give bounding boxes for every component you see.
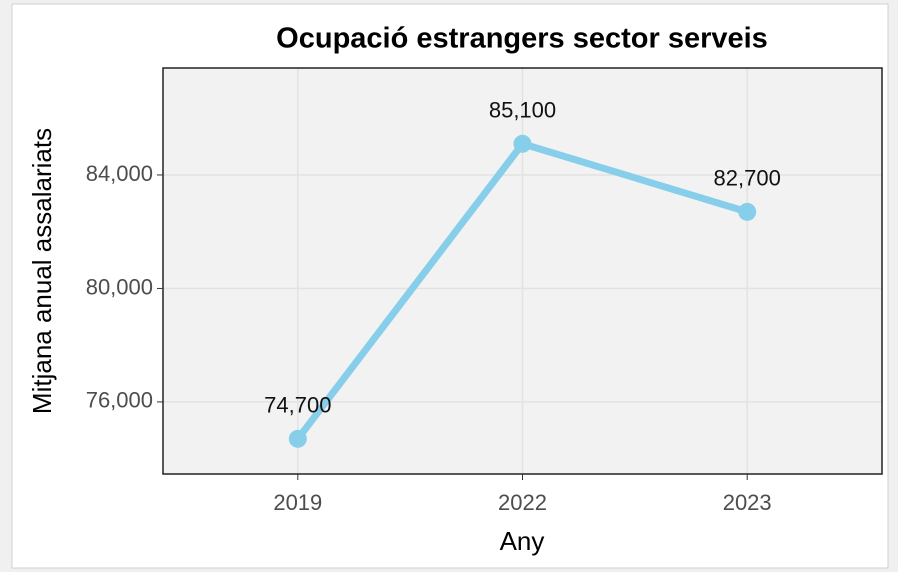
y-tick-label: 84,000 xyxy=(86,161,153,186)
x-tick-label: 2019 xyxy=(273,490,322,515)
data-label: 74,700 xyxy=(264,393,331,418)
point xyxy=(738,202,757,221)
y-tick-label: 80,000 xyxy=(86,274,153,299)
data-label: 85,100 xyxy=(489,98,556,123)
x-tick-label: 2023 xyxy=(723,490,772,515)
x-tick-label: 2022 xyxy=(498,490,547,515)
y-axis-label: Mitjana anual assalariats xyxy=(27,128,57,414)
chart-title: Ocupació estrangers sector serveis xyxy=(276,23,768,55)
x-axis-label: Any xyxy=(500,526,545,556)
y-tick-label: 76,000 xyxy=(86,388,153,413)
point xyxy=(288,429,307,448)
point xyxy=(513,134,532,153)
data-label: 82,700 xyxy=(714,166,781,191)
